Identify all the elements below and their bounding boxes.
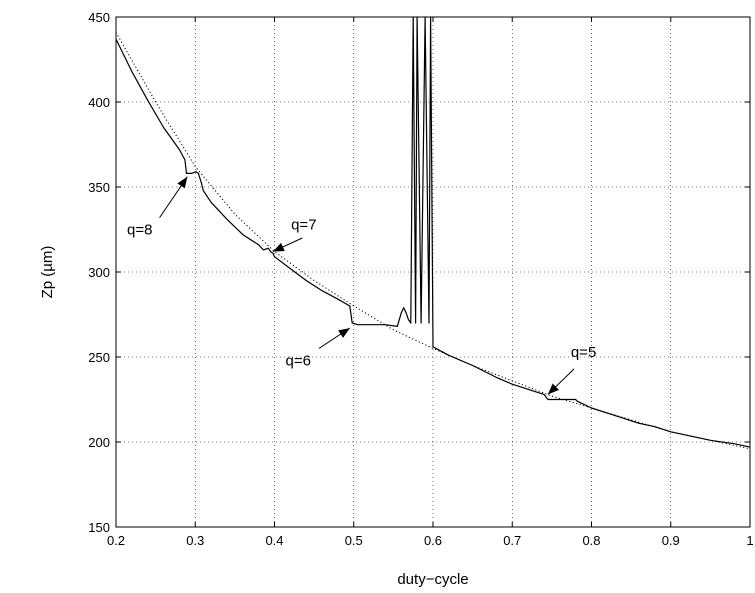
- y-tick-label: 350: [88, 180, 110, 195]
- annotation-label: q=7: [291, 217, 316, 234]
- x-tick-label: 1: [746, 533, 753, 548]
- x-tick-label: 0.3: [186, 533, 204, 548]
- series-line-solid: [115, 16, 751, 448]
- y-tick-label: 200: [88, 435, 110, 450]
- y-tick-labels: 150 200 250 300 350 400 450: [88, 10, 110, 535]
- annotation-label: q=5: [571, 344, 596, 361]
- y-tick-label: 250: [88, 350, 110, 365]
- series-line-dotted: [115, 32, 751, 450]
- annotation-label: q=6: [286, 353, 311, 370]
- annotation-arrowhead: [547, 383, 559, 395]
- annotation-label: q=8: [127, 222, 152, 239]
- x-tick-label: 0.2: [107, 533, 125, 548]
- x-tick-label: 0.8: [582, 533, 600, 548]
- y-tick-label: 150: [88, 520, 110, 535]
- x-tick-label: 0.5: [345, 533, 363, 548]
- x-tick-label: 0.7: [503, 533, 521, 548]
- x-tick-label: 0.4: [265, 533, 283, 548]
- annotation-arrowhead: [272, 242, 285, 252]
- tick-marks: [115, 16, 751, 528]
- annotation-arrowhead: [338, 328, 350, 338]
- x-tick-label: 0.6: [424, 533, 442, 548]
- y-axis-label: Zp (µm): [39, 246, 56, 299]
- y-tick-label: 400: [88, 95, 110, 110]
- y-tick-label: 450: [88, 10, 110, 25]
- annotations: q=8 q=7 q=6 q=5: [127, 176, 596, 395]
- x-tick-label: 0.9: [662, 533, 680, 548]
- series-layer: [115, 16, 751, 450]
- y-tick-label: 300: [88, 265, 110, 280]
- annotation-arrowhead: [177, 176, 188, 189]
- x-axis-label: duty−cycle: [397, 571, 468, 588]
- x-tick-labels: 0.2 0.3 0.4 0.5 0.6 0.7 0.8 0.9 1: [107, 533, 754, 548]
